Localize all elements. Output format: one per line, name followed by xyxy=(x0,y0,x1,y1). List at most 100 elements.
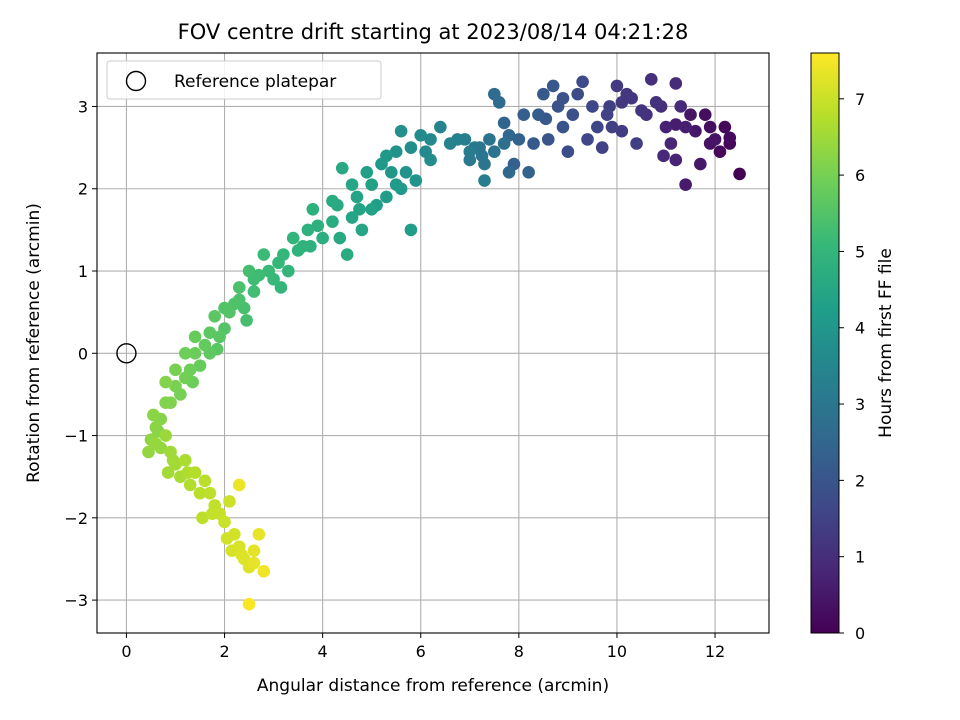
data-point xyxy=(188,466,202,479)
y-axis-label: Rotation from reference (arcmin) xyxy=(24,203,44,483)
data-point xyxy=(657,149,670,163)
colorbar-tick-label: 7 xyxy=(855,90,865,109)
data-point xyxy=(566,108,580,122)
data-point xyxy=(409,174,423,187)
data-point xyxy=(404,223,418,237)
data-point xyxy=(228,527,241,541)
data-point xyxy=(537,87,550,101)
data-point xyxy=(183,478,197,492)
data-point xyxy=(434,120,447,134)
data-point xyxy=(443,137,457,150)
data-point xyxy=(188,330,202,344)
data-point xyxy=(605,120,619,134)
x-tick-label: 10 xyxy=(607,642,627,661)
x-tick-label: 0 xyxy=(121,642,131,661)
colorbar-tick-label: 1 xyxy=(855,548,865,567)
data-point xyxy=(698,108,712,122)
data-point xyxy=(703,120,717,134)
data-point xyxy=(591,120,604,134)
data-points xyxy=(116,73,746,611)
data-point xyxy=(350,190,364,204)
data-point xyxy=(291,244,305,257)
data-point xyxy=(684,108,697,122)
data-point xyxy=(353,203,366,216)
data-point xyxy=(232,478,246,492)
data-point xyxy=(340,248,354,261)
plot-frame xyxy=(96,52,770,634)
data-point xyxy=(149,421,163,434)
x-tick-label: 12 xyxy=(705,642,725,661)
data-point xyxy=(232,281,246,294)
data-point xyxy=(541,133,555,146)
data-point xyxy=(316,231,329,245)
data-point xyxy=(247,544,261,558)
data-point xyxy=(272,256,285,270)
data-point xyxy=(178,371,192,385)
data-point xyxy=(242,264,256,278)
data-point xyxy=(664,137,678,150)
data-point xyxy=(385,165,398,179)
data-point xyxy=(274,281,288,294)
data-point xyxy=(532,108,545,122)
data-point xyxy=(595,141,609,154)
data-point xyxy=(159,396,172,409)
data-point xyxy=(326,194,339,208)
data-point xyxy=(414,128,428,142)
data-point xyxy=(488,87,501,101)
data-point xyxy=(257,248,271,261)
data-point xyxy=(169,458,182,471)
data-point xyxy=(718,120,732,134)
data-point xyxy=(159,375,172,389)
data-point xyxy=(586,100,599,113)
data-point xyxy=(669,118,683,131)
data-point xyxy=(669,77,683,90)
data-point xyxy=(178,346,192,360)
data-point xyxy=(335,161,349,175)
x-tick-label: 6 xyxy=(416,642,426,661)
data-point xyxy=(389,178,403,191)
data-point xyxy=(424,153,437,167)
data-point xyxy=(147,408,160,422)
data-point xyxy=(399,165,413,179)
y-tick-label: −2 xyxy=(64,509,88,528)
data-point xyxy=(188,346,202,360)
data-point xyxy=(252,527,266,541)
data-point xyxy=(389,145,403,159)
legend-entry-reference-platepar: Reference platepar xyxy=(174,72,336,92)
y-tick-label: 1 xyxy=(78,262,88,281)
data-point xyxy=(355,223,369,237)
data-point xyxy=(424,133,437,146)
data-point xyxy=(262,264,275,278)
colorbar-tick-label: 6 xyxy=(855,166,865,185)
data-point xyxy=(161,466,175,479)
colorbar-frame xyxy=(810,52,840,634)
data-point xyxy=(669,153,683,167)
data-point xyxy=(497,137,511,150)
data-point xyxy=(247,285,261,298)
data-point xyxy=(218,301,231,315)
data-point xyxy=(149,437,163,451)
data-point xyxy=(198,474,212,488)
legend-box xyxy=(106,60,382,100)
data-point xyxy=(679,178,692,191)
data-point xyxy=(203,326,217,340)
data-point xyxy=(615,124,629,138)
data-point xyxy=(196,511,209,525)
data-point xyxy=(571,87,585,101)
data-point xyxy=(556,120,570,134)
data-point xyxy=(365,178,378,191)
legend: Reference platepar xyxy=(106,60,382,100)
data-point xyxy=(708,133,722,146)
data-point xyxy=(235,548,249,562)
data-point xyxy=(169,379,182,393)
data-point xyxy=(240,314,253,327)
data-point xyxy=(218,515,231,529)
data-point xyxy=(257,564,271,578)
data-point xyxy=(142,445,155,459)
data-point xyxy=(380,149,393,163)
data-point xyxy=(301,223,315,237)
data-point xyxy=(517,108,531,122)
data-point xyxy=(576,75,589,89)
data-point xyxy=(365,203,378,216)
data-point xyxy=(286,231,300,245)
